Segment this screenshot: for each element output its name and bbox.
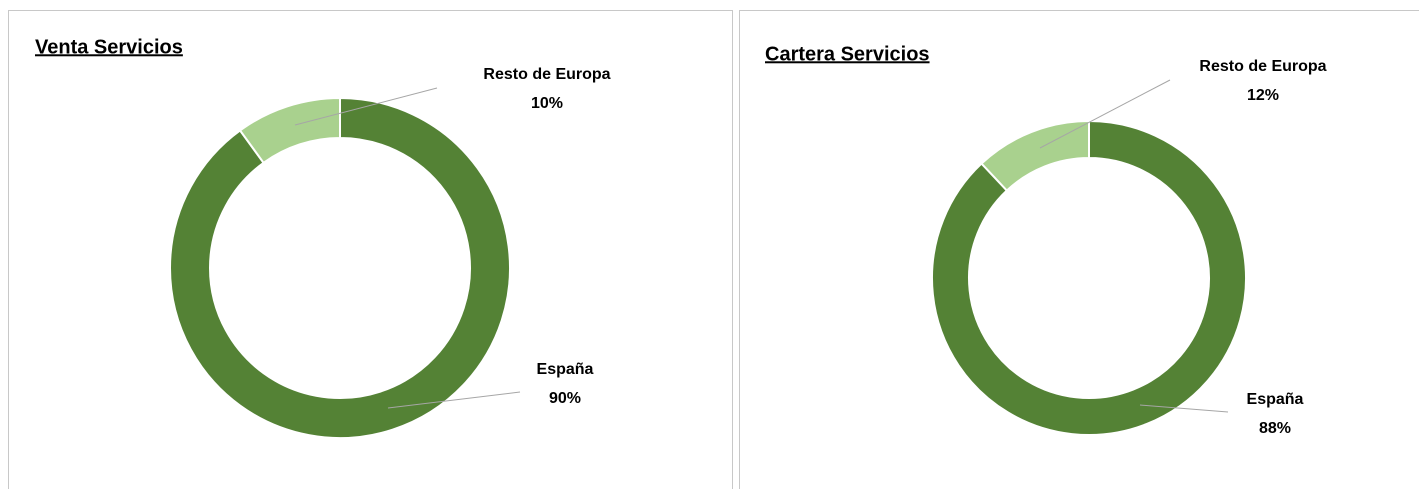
data-label-name: Resto de Europa bbox=[1199, 58, 1326, 75]
data-label-name: Resto de Europa bbox=[483, 66, 610, 83]
chart-title: Cartera Servicios bbox=[765, 43, 930, 65]
data-label-value: 12% bbox=[1247, 87, 1279, 104]
donut-segment bbox=[238, 96, 341, 165]
donut-segment bbox=[931, 119, 1247, 436]
leader-line bbox=[294, 87, 438, 126]
data-label-value: 88% bbox=[1259, 420, 1291, 437]
data-label-value: 90% bbox=[549, 390, 581, 407]
donut-segment bbox=[980, 119, 1090, 192]
data-label-value: 10% bbox=[531, 95, 563, 112]
leader-line bbox=[1139, 404, 1229, 413]
data-label-name: España bbox=[537, 361, 594, 378]
leader-line bbox=[1039, 79, 1171, 149]
leader-line bbox=[387, 391, 521, 409]
data-label-name: España bbox=[1247, 391, 1304, 408]
donut-segment bbox=[169, 96, 511, 439]
chart-title: Venta Servicios bbox=[35, 36, 183, 58]
